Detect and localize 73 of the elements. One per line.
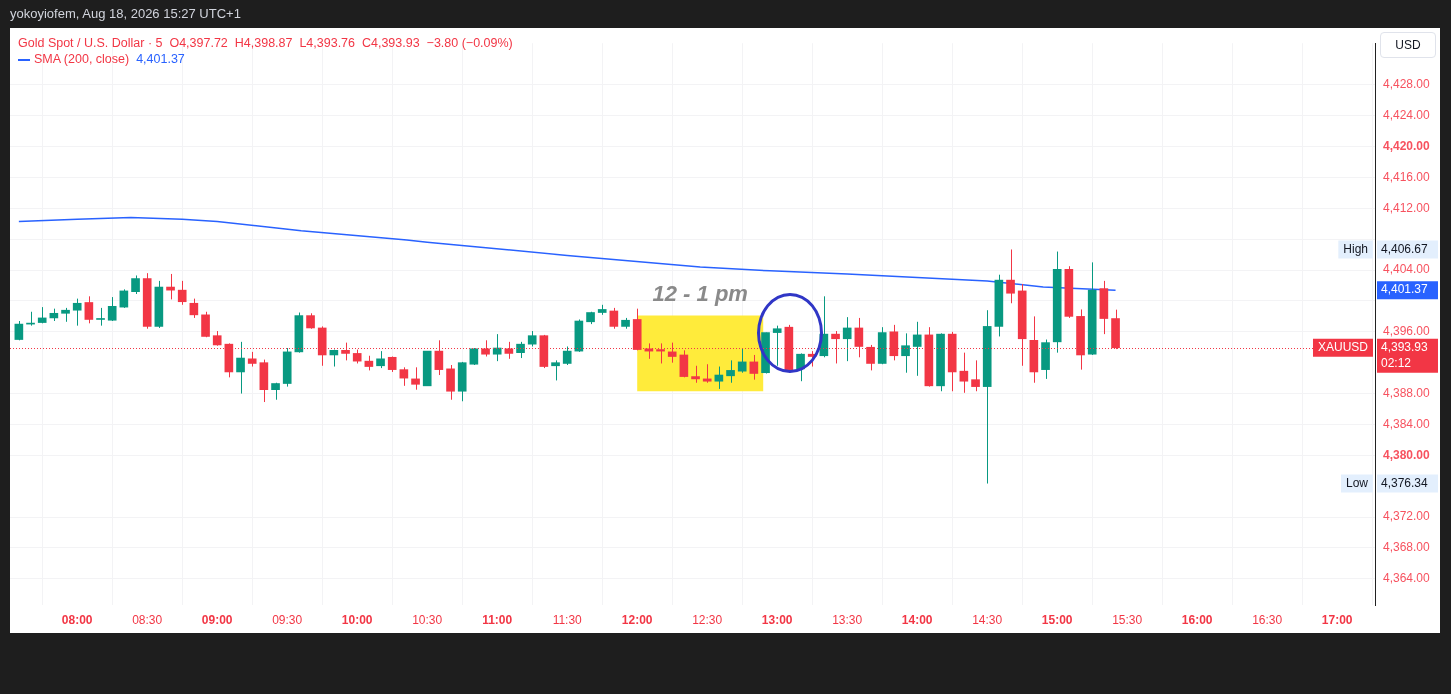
x-tick-label: 16:30: [1252, 612, 1283, 627]
candlestick: [84, 295, 94, 324]
x-tick-label: 12:30: [692, 612, 723, 627]
candlestick: [72, 298, 82, 327]
text: yokoyiofem, Aug 18, 2026 15:27 UTC+1: [10, 6, 241, 21]
text: 4,401.37: [1381, 282, 1428, 297]
ref-line-label: XAUUSD: [1317, 340, 1369, 355]
candlestick: [492, 333, 502, 362]
candlestick: [609, 307, 619, 330]
candlestick: [714, 366, 724, 390]
y-tick-label: 4,396.00: [1383, 324, 1431, 339]
candlestick: [131, 274, 140, 295]
x-tick-label: 11:30: [552, 612, 583, 627]
x-tick-label: 12:00: [621, 612, 653, 627]
candlestick: [1006, 248, 1015, 304]
y-tick-label: 4,388.00: [1383, 385, 1431, 400]
text: 4,393.93: [1381, 340, 1429, 355]
y-tick-label: 4,412.00: [1383, 200, 1431, 215]
candlestick: [901, 332, 910, 374]
candlestick: [446, 364, 455, 401]
x-tick-label: 15:00: [1041, 612, 1073, 627]
x-tick-label: 11:00: [482, 612, 513, 627]
candlestick: [842, 316, 852, 362]
x-tick-label: 10:00: [341, 612, 373, 627]
legend-label: SMA (200, close): [34, 52, 131, 66]
x-tick-label: 10:30: [412, 612, 443, 627]
candlestick: [702, 363, 712, 384]
candlestick: [971, 359, 980, 392]
y-tick-label: 4,428.00: [1383, 77, 1431, 92]
x-tick-label: 16:00: [1181, 612, 1213, 627]
x-tick-label: 14:30: [972, 612, 1003, 627]
y-tick-label: 4,372.00: [1383, 509, 1431, 524]
x-tick-label: 13:30: [832, 612, 863, 627]
candlestick: [959, 352, 969, 394]
chart-title: Gold Spot / U.S. Dollar · 5 O4,397.72 H4,398.87 L4,393.76 C4,393.93 −3.80 (−0.09%): [18, 36, 513, 50]
y-tick-label: 4,416.00: [1383, 169, 1431, 184]
annotation: Low: [1345, 475, 1369, 490]
x-tick-label: 08:30: [132, 612, 163, 627]
candlestick: [201, 311, 210, 338]
candlestick: [562, 345, 572, 366]
x-tick-label: 08:00: [61, 612, 93, 627]
x-tick-label: 15:30: [1112, 612, 1143, 627]
candlestick: [411, 366, 420, 391]
x-tick-label: 14:00: [901, 612, 933, 627]
y-tick-label: 4,384.00: [1383, 416, 1431, 431]
candlestick: [551, 359, 560, 381]
candlestick: [726, 359, 735, 384]
candlestick: [737, 348, 747, 374]
text: 02:12: [1381, 356, 1412, 371]
x-tick-label: 17:00: [1321, 612, 1353, 627]
annotation: 4,401.37: [136, 52, 185, 66]
annotation: High: [1343, 241, 1369, 256]
text: 4,406.67: [1381, 241, 1429, 256]
y-tick-label: 4,424.00: [1383, 108, 1431, 123]
candlestick: [236, 341, 245, 395]
candlestick: [189, 298, 199, 319]
candlestick: [679, 349, 689, 378]
candlestick: [912, 321, 922, 377]
x-tick-label: 13:00: [761, 612, 793, 627]
candlestick: [772, 325, 782, 367]
candlestick: [749, 354, 759, 381]
y-tick-label: 4,380.00: [1383, 447, 1431, 462]
band-label: 12 - 1 pm: [652, 281, 748, 307]
y-tick-label: 4,368.00: [1383, 540, 1431, 555]
y-tick-label: 4,420.00: [1383, 138, 1431, 153]
x-tick-label: 09:00: [201, 612, 233, 627]
candlestick: [399, 366, 409, 387]
y-axis-title: USD: [1380, 32, 1436, 58]
y-tick-label: 4,404.00: [1383, 262, 1431, 277]
text: 4,376.34: [1381, 475, 1429, 490]
y-tick-label: 4,364.00: [1383, 571, 1431, 586]
x-tick-label: 09:30: [272, 612, 303, 627]
candlestick: [177, 280, 187, 306]
